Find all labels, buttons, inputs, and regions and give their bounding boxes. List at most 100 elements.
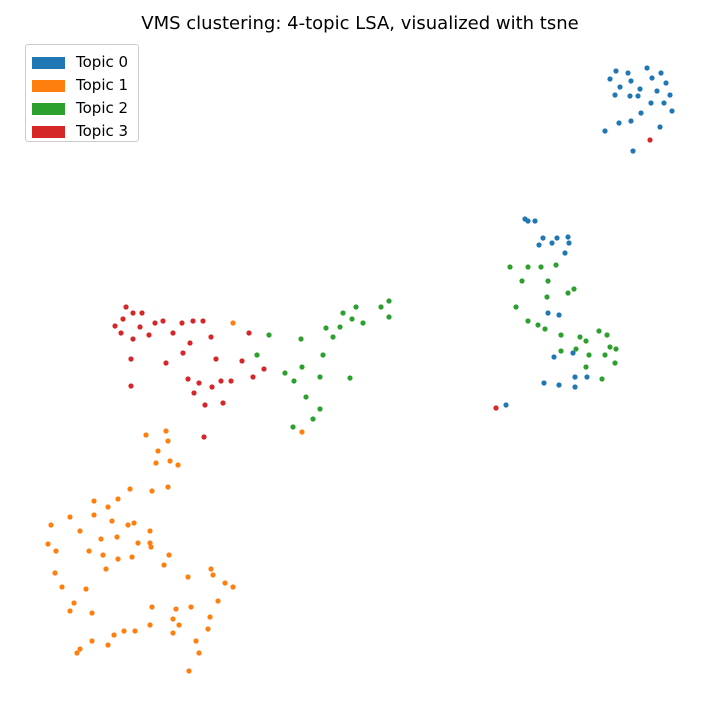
point-topic-2-30 [571, 286, 577, 292]
legend-item-topic-3: Topic 3 [32, 120, 138, 143]
legend-item-topic-0: Topic 0 [32, 51, 138, 74]
point-topic-1-61 [77, 646, 83, 652]
point-topic-0-23 [630, 148, 636, 154]
point-topic-0-38 [541, 380, 547, 386]
point-topic-0-7 [663, 80, 669, 86]
point-topic-1-45 [71, 600, 77, 606]
point-topic-2-39 [604, 332, 610, 338]
point-topic-1-7 [175, 462, 181, 468]
point-topic-2-15 [282, 370, 288, 376]
point-topic-3-15 [130, 336, 136, 342]
point-topic-1-5 [153, 460, 159, 466]
point-topic-2-19 [303, 394, 309, 400]
chart-title: VMS clustering: 4-topic LSA, visualized … [141, 13, 579, 34]
point-topic-1-57 [205, 626, 211, 632]
point-topic-0-10 [654, 88, 660, 94]
legend: Topic 0 Topic 1 Topic 2 Topic 3 [25, 44, 139, 142]
point-topic-2-45 [602, 352, 608, 358]
point-topic-3-18 [180, 350, 186, 356]
point-topic-0-12 [627, 93, 633, 99]
point-topic-1-16 [48, 522, 54, 528]
point-topic-0-16 [661, 100, 667, 106]
point-topic-0-3 [658, 70, 664, 76]
point-topic-0-32 [566, 240, 572, 246]
point-topic-0-27 [540, 235, 546, 241]
legend-swatch-topic-0 [32, 56, 65, 69]
point-topic-2-37 [577, 334, 583, 340]
point-topic-2-2 [353, 304, 359, 310]
point-topic-3-11 [118, 330, 124, 336]
point-topic-1-31 [115, 556, 121, 562]
point-topic-1-9 [165, 484, 171, 490]
point-topic-2-10 [266, 332, 272, 338]
point-topic-3-30 [128, 383, 134, 389]
legend-item-topic-1: Topic 1 [32, 74, 138, 97]
point-topic-3-13 [170, 330, 176, 336]
point-topic-0-39 [556, 382, 562, 388]
point-topic-1-47 [173, 606, 179, 612]
series-topic-2 [254, 262, 619, 430]
point-topic-3-2 [139, 310, 145, 316]
point-topic-3-17 [187, 340, 193, 346]
point-topic-2-5 [349, 316, 355, 322]
point-topic-3-7 [179, 320, 185, 326]
point-topic-3-20 [163, 360, 169, 366]
point-topic-2-3 [340, 310, 346, 316]
point-topic-3-34 [201, 434, 207, 440]
point-topic-1-26 [147, 540, 153, 546]
point-topic-0-25 [525, 218, 531, 224]
point-topic-3-29 [250, 374, 256, 380]
point-topic-0-35 [556, 312, 562, 318]
point-topic-2-44 [586, 352, 592, 358]
point-topic-1-58 [111, 632, 117, 638]
point-topic-3-31 [191, 390, 197, 396]
point-topic-2-1 [386, 298, 392, 304]
point-topic-3-12 [146, 332, 152, 338]
point-topic-1-22 [98, 536, 104, 542]
point-topic-2-29 [565, 290, 571, 296]
point-topic-1-11 [115, 496, 121, 502]
point-topic-2-43 [573, 346, 579, 352]
point-topic-0-15 [648, 100, 654, 106]
point-topic-0-19 [616, 120, 622, 126]
point-topic-1-53 [176, 622, 182, 628]
point-topic-2-27 [519, 278, 525, 284]
point-topic-0-41 [584, 374, 590, 380]
point-topic-0-22 [602, 128, 608, 134]
point-topic-1-55 [132, 628, 138, 634]
point-topic-0-40 [572, 374, 578, 380]
point-topic-3-1 [130, 310, 136, 316]
point-topic-2-46 [613, 346, 619, 352]
point-topic-1-30 [100, 552, 106, 558]
point-topic-3-21 [213, 356, 219, 362]
point-topic-1-48 [188, 604, 194, 610]
point-topic-1-63 [193, 638, 199, 644]
point-topic-3-8 [190, 318, 196, 324]
point-topic-1-43 [83, 586, 89, 592]
point-topic-0-37 [570, 350, 576, 356]
point-topic-0-5 [628, 78, 634, 84]
point-topic-1-20 [77, 528, 83, 534]
point-topic-1-32 [129, 554, 135, 560]
point-topic-0-30 [536, 242, 542, 248]
point-topic-0-26 [532, 218, 538, 224]
point-topic-3-3 [120, 316, 126, 322]
point-topic-2-18 [347, 375, 353, 381]
point-topic-1-15 [67, 514, 73, 520]
point-topic-1-49 [67, 608, 73, 614]
point-topic-0-33 [562, 250, 568, 256]
point-topic-2-32 [513, 304, 519, 310]
point-topic-0-42 [572, 384, 578, 390]
point-topic-2-33 [525, 318, 531, 324]
point-topic-3-10 [137, 324, 143, 330]
point-topic-2-49 [599, 376, 605, 382]
point-topic-2-48 [583, 364, 589, 370]
point-topic-1-19 [131, 520, 137, 526]
point-topic-1-27 [148, 544, 154, 550]
point-topic-1-14 [91, 512, 97, 518]
point-topic-2-42 [558, 348, 564, 354]
point-topic-1-24 [45, 541, 51, 547]
point-topic-1-56 [147, 622, 153, 628]
point-topic-0-36 [551, 354, 557, 360]
